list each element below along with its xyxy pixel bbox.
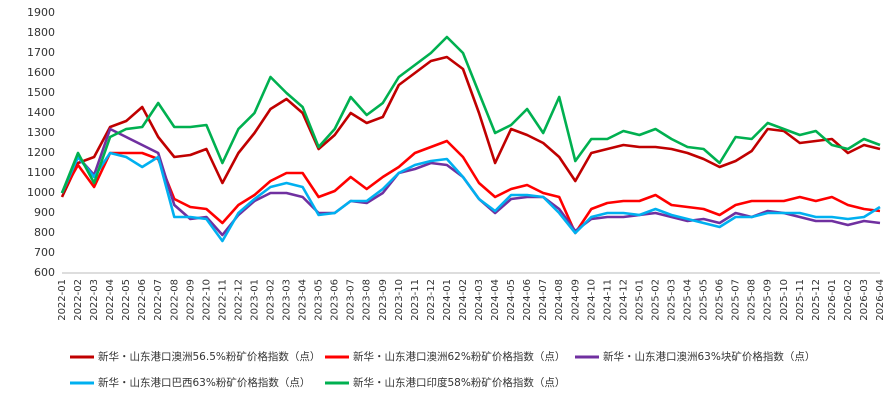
y-tick-label: 700 — [34, 246, 55, 259]
y-tick-label: 1900 — [27, 6, 55, 19]
legend-label: 新华・山东港口澳洲62%粉矿价格指数（点） — [353, 350, 565, 363]
series-line — [60, 151, 881, 243]
x-tick-label: 2023-05 — [314, 279, 325, 321]
x-tick-label: 2023-01 — [249, 279, 260, 321]
x-tick-label: 2024-10 — [586, 279, 597, 321]
x-tick-label: 2022-04 — [105, 279, 116, 321]
x-tick-label: 2025-05 — [699, 279, 710, 321]
x-tick-label: 2023-10 — [394, 279, 405, 321]
x-tick-label: 2023-09 — [378, 279, 389, 321]
y-tick-label: 800 — [34, 226, 55, 239]
x-tick-label: 2022-08 — [169, 279, 180, 321]
x-tick-label: 2025-06 — [715, 279, 726, 321]
x-tick-label: 2024-07 — [538, 279, 549, 321]
y-tick-label: 1100 — [27, 166, 55, 179]
x-tick-label: 2022-10 — [201, 279, 212, 321]
x-tick-label: 2025-03 — [666, 279, 677, 321]
x-tick-label: 2025-09 — [763, 279, 774, 321]
x-tick-label: 2026-03 — [859, 279, 870, 321]
x-tick-label: 2023-08 — [362, 279, 373, 321]
x-tick-label: 2022-12 — [233, 279, 244, 321]
y-tick-label: 1500 — [27, 86, 55, 99]
series-line — [60, 35, 881, 194]
x-tick-label: 2024-03 — [474, 279, 485, 321]
x-tick-label: 2024-09 — [570, 279, 581, 321]
y-tick-label: 1600 — [27, 66, 55, 79]
x-tick-label: 2022-07 — [153, 279, 164, 321]
x-tick-label: 2026-01 — [827, 279, 838, 321]
y-tick-label: 1000 — [27, 186, 55, 199]
x-tick-label: 2023-11 — [410, 279, 421, 321]
y-tick-label: 1400 — [27, 106, 55, 119]
legend-label: 新华・山东港口澳洲63%块矿价格指数（点） — [603, 350, 815, 363]
legend-label: 新华・山东港口澳洲56.5%粉矿价格指数（点） — [98, 350, 320, 363]
x-tick-label: 2024-01 — [442, 279, 453, 321]
x-tick-label: 2022-02 — [73, 279, 84, 321]
x-tick-label: 2026-02 — [843, 279, 854, 321]
x-tick-label: 2023-06 — [330, 279, 341, 321]
x-tick-label: 2024-05 — [506, 279, 517, 321]
x-tick-label: 2022-03 — [89, 279, 100, 321]
x-tick-label: 2025-07 — [731, 279, 742, 321]
x-tick-label: 2024-02 — [458, 279, 469, 321]
x-tick-label: 2023-02 — [266, 279, 277, 321]
x-tick-label: 2025-04 — [683, 279, 694, 321]
x-tick-label: 2025-10 — [779, 279, 790, 321]
x-tick-label: 2023-04 — [298, 279, 309, 321]
x-tick-label: 2022-06 — [137, 279, 148, 321]
x-tick-label: 2025-02 — [650, 279, 661, 321]
y-tick-label: 1700 — [27, 46, 55, 59]
x-tick-label: 2025-12 — [811, 279, 822, 321]
x-tick-label: 2024-04 — [490, 279, 501, 321]
x-tick-label: 2023-12 — [426, 279, 437, 321]
legend-label: 新华・山东港口巴西63%粉矿价格指数（点） — [98, 376, 310, 389]
x-tick-label: 2025-08 — [747, 279, 758, 321]
x-tick-label: 2025-01 — [634, 279, 645, 321]
y-tick-label: 1300 — [27, 126, 55, 139]
x-tick-label: 2024-08 — [554, 279, 565, 321]
y-tick-label: 1800 — [27, 26, 55, 39]
x-tick-label: 2024-11 — [602, 279, 613, 321]
y-tick-label: 1200 — [27, 146, 55, 159]
x-tick-label: 2024-06 — [522, 279, 533, 321]
x-tick-label: 2026-04 — [875, 279, 886, 321]
y-tick-label: 600 — [34, 266, 55, 279]
x-tick-label: 2023-07 — [346, 279, 357, 321]
x-tick-label: 2023-03 — [282, 279, 293, 321]
x-tick-label: 2025-11 — [795, 279, 806, 321]
x-tick-label: 2022-05 — [121, 279, 132, 321]
legend-label: 新华・山东港口印度58%粉矿价格指数（点） — [353, 376, 565, 389]
x-tick-label: 2022-11 — [217, 279, 228, 321]
y-tick-label: 900 — [34, 206, 55, 219]
series-line — [60, 139, 881, 235]
x-tick-label: 2022-09 — [185, 279, 196, 321]
series-line — [60, 55, 881, 198]
x-tick-label: 2024-12 — [618, 279, 629, 321]
x-tick-label: 2022-01 — [57, 279, 68, 321]
